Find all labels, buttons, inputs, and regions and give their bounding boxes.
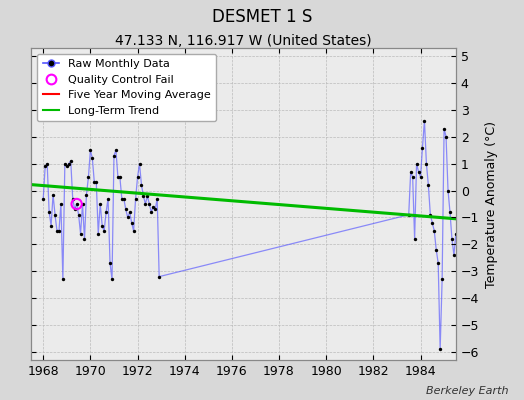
Point bbox=[436, 346, 444, 352]
Point bbox=[417, 174, 425, 180]
Point bbox=[418, 144, 427, 151]
Point bbox=[149, 204, 158, 210]
Point bbox=[145, 201, 154, 207]
Point bbox=[122, 206, 130, 212]
Point bbox=[84, 174, 93, 180]
Point bbox=[147, 209, 156, 215]
Point bbox=[108, 276, 116, 282]
Point bbox=[98, 222, 106, 229]
Point bbox=[72, 201, 81, 207]
Point bbox=[447, 236, 456, 242]
Point bbox=[47, 222, 55, 229]
Point bbox=[67, 158, 75, 164]
Point bbox=[82, 191, 91, 198]
Point bbox=[104, 196, 112, 202]
Point bbox=[51, 212, 59, 218]
Point bbox=[96, 201, 104, 207]
Point bbox=[457, 276, 466, 282]
Point bbox=[438, 276, 446, 282]
Point bbox=[114, 174, 122, 180]
Text: Berkeley Earth: Berkeley Earth bbox=[426, 386, 508, 396]
Point bbox=[460, 246, 468, 253]
Point bbox=[72, 201, 81, 207]
Point bbox=[440, 126, 449, 132]
Point bbox=[124, 214, 132, 221]
Point bbox=[100, 228, 108, 234]
Point bbox=[137, 182, 146, 188]
Point bbox=[53, 228, 61, 234]
Point bbox=[414, 168, 423, 175]
Point bbox=[119, 196, 128, 202]
Point bbox=[405, 212, 413, 218]
Point bbox=[462, 279, 470, 285]
Point bbox=[70, 206, 79, 212]
Point bbox=[80, 236, 89, 242]
Point bbox=[132, 196, 140, 202]
Point bbox=[106, 260, 114, 266]
Point bbox=[412, 160, 421, 167]
Point bbox=[61, 160, 69, 167]
Point bbox=[409, 174, 417, 180]
Point bbox=[43, 160, 51, 167]
Point bbox=[432, 246, 441, 253]
Point bbox=[446, 209, 454, 215]
Point bbox=[41, 163, 49, 170]
Point bbox=[117, 196, 126, 202]
Point bbox=[434, 260, 442, 266]
Point bbox=[88, 155, 96, 162]
Point bbox=[444, 187, 452, 194]
Point bbox=[59, 276, 67, 282]
Point bbox=[153, 196, 161, 202]
Point bbox=[45, 209, 53, 215]
Point bbox=[430, 228, 439, 234]
Y-axis label: Temperature Anomaly (°C): Temperature Anomaly (°C) bbox=[485, 120, 498, 288]
Text: DESMET 1 S: DESMET 1 S bbox=[212, 8, 312, 26]
Point bbox=[116, 174, 124, 180]
Point bbox=[64, 160, 73, 167]
Point bbox=[39, 196, 48, 202]
Point bbox=[134, 174, 142, 180]
Point bbox=[420, 118, 429, 124]
Point bbox=[74, 212, 83, 218]
Point bbox=[69, 196, 77, 202]
Point bbox=[428, 220, 436, 226]
Point bbox=[90, 179, 99, 186]
Point bbox=[102, 209, 111, 215]
Point bbox=[422, 160, 431, 167]
Point bbox=[143, 193, 151, 199]
Point bbox=[77, 230, 85, 237]
Point bbox=[129, 228, 138, 234]
Point bbox=[456, 228, 464, 234]
Point bbox=[110, 152, 118, 159]
Point bbox=[141, 201, 149, 207]
Point bbox=[139, 193, 148, 199]
Point bbox=[155, 274, 163, 280]
Point bbox=[79, 201, 87, 207]
Point bbox=[442, 134, 450, 140]
Point bbox=[450, 252, 458, 258]
Point bbox=[135, 160, 144, 167]
Point bbox=[112, 147, 120, 154]
Point bbox=[452, 230, 460, 237]
Title: 47.133 N, 116.917 W (United States): 47.133 N, 116.917 W (United States) bbox=[115, 34, 372, 48]
Point bbox=[410, 236, 419, 242]
Point bbox=[454, 249, 462, 256]
Point bbox=[426, 212, 434, 218]
Point bbox=[57, 201, 65, 207]
Point bbox=[55, 228, 63, 234]
Point bbox=[407, 168, 415, 175]
Point bbox=[63, 163, 71, 170]
Point bbox=[424, 182, 432, 188]
Point bbox=[127, 220, 136, 226]
Point bbox=[126, 209, 134, 215]
Point bbox=[86, 147, 95, 154]
Legend: Raw Monthly Data, Quality Control Fail, Five Year Moving Average, Long-Term Tren: Raw Monthly Data, Quality Control Fail, … bbox=[37, 54, 216, 121]
Point bbox=[92, 179, 101, 186]
Point bbox=[94, 230, 102, 237]
Point bbox=[151, 206, 159, 212]
Point bbox=[49, 191, 57, 198]
